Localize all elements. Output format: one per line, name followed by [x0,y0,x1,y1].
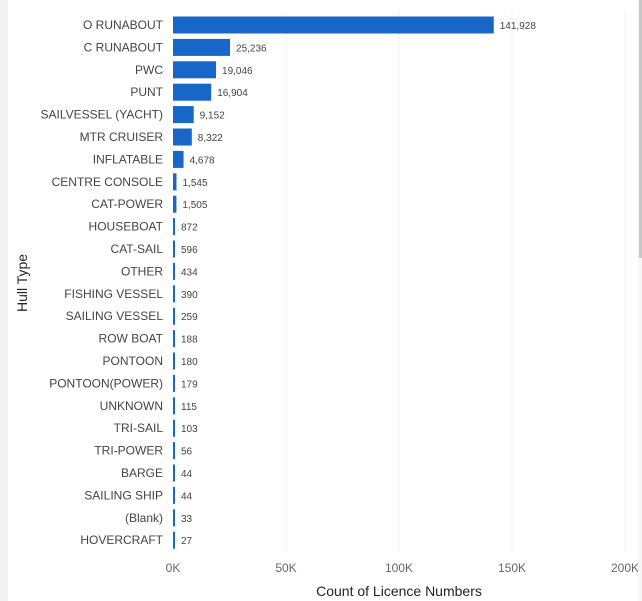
gridlines [285,14,626,552]
bar[interactable] [173,419,175,437]
data-label: 33 [181,514,193,525]
category-label: INFLATABLE [93,152,163,166]
data-label: 1,505 [182,200,207,211]
bar[interactable] [173,352,175,370]
data-label: 19,046 [222,66,253,77]
x-axis-title: Count of Licence Numbers [316,583,482,599]
bar[interactable] [173,397,175,415]
data-label: 25,236 [236,43,267,54]
data-label: 434 [181,267,198,278]
data-label: 103 [181,424,198,435]
data-label: 9,152 [200,111,225,122]
category-label: OTHER [121,264,163,278]
vertical-scrollbar[interactable] [638,0,642,601]
category-label: HOVERCRAFT [80,533,163,547]
bar[interactable] [173,307,175,325]
category-label: FISHING VESSEL [64,287,163,301]
bar[interactable] [173,16,494,34]
x-axis-ticks: 0K 50K 100K 150K 200K [166,561,639,575]
bar[interactable] [173,374,175,392]
category-label: C RUNABOUT [84,40,164,54]
data-label: 4,678 [190,155,215,166]
bar[interactable] [173,150,184,168]
data-label: 180 [181,357,198,368]
category-labels: O RUNABOUT C RUNABOUT PWC PUNT SAILVESSEL (Y… [41,18,164,547]
category-label: TRI-POWER [94,444,163,458]
data-label: 596 [181,245,198,256]
data-labels: 141,928 25,236 19,046 16,904 9,152 8,322 4,678… [181,21,536,547]
category-label: SAILING VESSEL [66,309,164,323]
data-label: 115 [181,402,197,413]
bars [173,16,494,549]
y-axis-title: Hull Type [14,254,30,312]
bar[interactable] [173,442,175,460]
bar[interactable] [173,285,175,303]
category-label: PONTOON(POWER) [49,376,163,390]
data-label: 188 [181,335,198,346]
category-label: SAILING SHIP [84,488,163,502]
x-tick-label: 50K [275,561,296,575]
scrollbar-thumb[interactable] [639,0,642,258]
data-label: 8,322 [198,133,223,144]
data-label: 56 [181,447,193,458]
category-label: PWC [135,63,163,77]
bar[interactable] [173,218,175,236]
category-label: O RUNABOUT [83,18,164,32]
category-label: CAT-SAIL [111,242,164,256]
data-label: 179 [181,379,198,390]
data-label: 1,545 [182,178,207,189]
data-label: 141,928 [500,21,537,32]
data-label: 16,904 [217,88,248,99]
category-label: CAT-POWER [91,197,163,211]
left-panel-edge [0,0,8,601]
category-label: PUNT [130,85,163,99]
data-label: 259 [181,312,198,323]
category-label: MTR CRUISER [80,130,164,144]
x-tick-label: 0K [166,561,181,575]
bar[interactable] [173,173,177,191]
x-tick-label: 200K [611,561,639,575]
bar[interactable] [173,195,177,213]
category-label: UNKNOWN [100,399,163,413]
data-label: 44 [181,491,193,502]
data-label: 44 [181,469,193,480]
x-tick-label: 150K [498,561,526,575]
category-label: CENTRE CONSOLE [52,175,163,189]
category-label: BARGE [121,466,163,480]
bar[interactable] [173,262,175,280]
bar[interactable] [173,330,175,348]
bar[interactable] [173,61,217,79]
x-tick-label: 100K [385,561,413,575]
data-label: 872 [181,223,198,234]
bar[interactable] [173,240,175,258]
category-label: SAILVESSEL (YACHT) [41,108,163,122]
bar[interactable] [173,83,212,101]
category-label: ROW BOAT [99,332,164,346]
category-label: (Blank) [125,511,163,525]
category-label: HOUSEBOAT [89,220,164,234]
bar[interactable] [173,509,175,527]
bar[interactable] [173,38,231,56]
bar[interactable] [173,464,175,482]
data-label: 27 [181,536,193,547]
bar[interactable] [173,106,194,124]
data-label: 390 [181,290,198,301]
bar[interactable] [173,486,175,504]
category-label: TRI-SAIL [114,421,164,435]
bar[interactable] [173,128,192,146]
category-label: PONTOON [103,354,163,368]
bar[interactable] [173,531,175,549]
